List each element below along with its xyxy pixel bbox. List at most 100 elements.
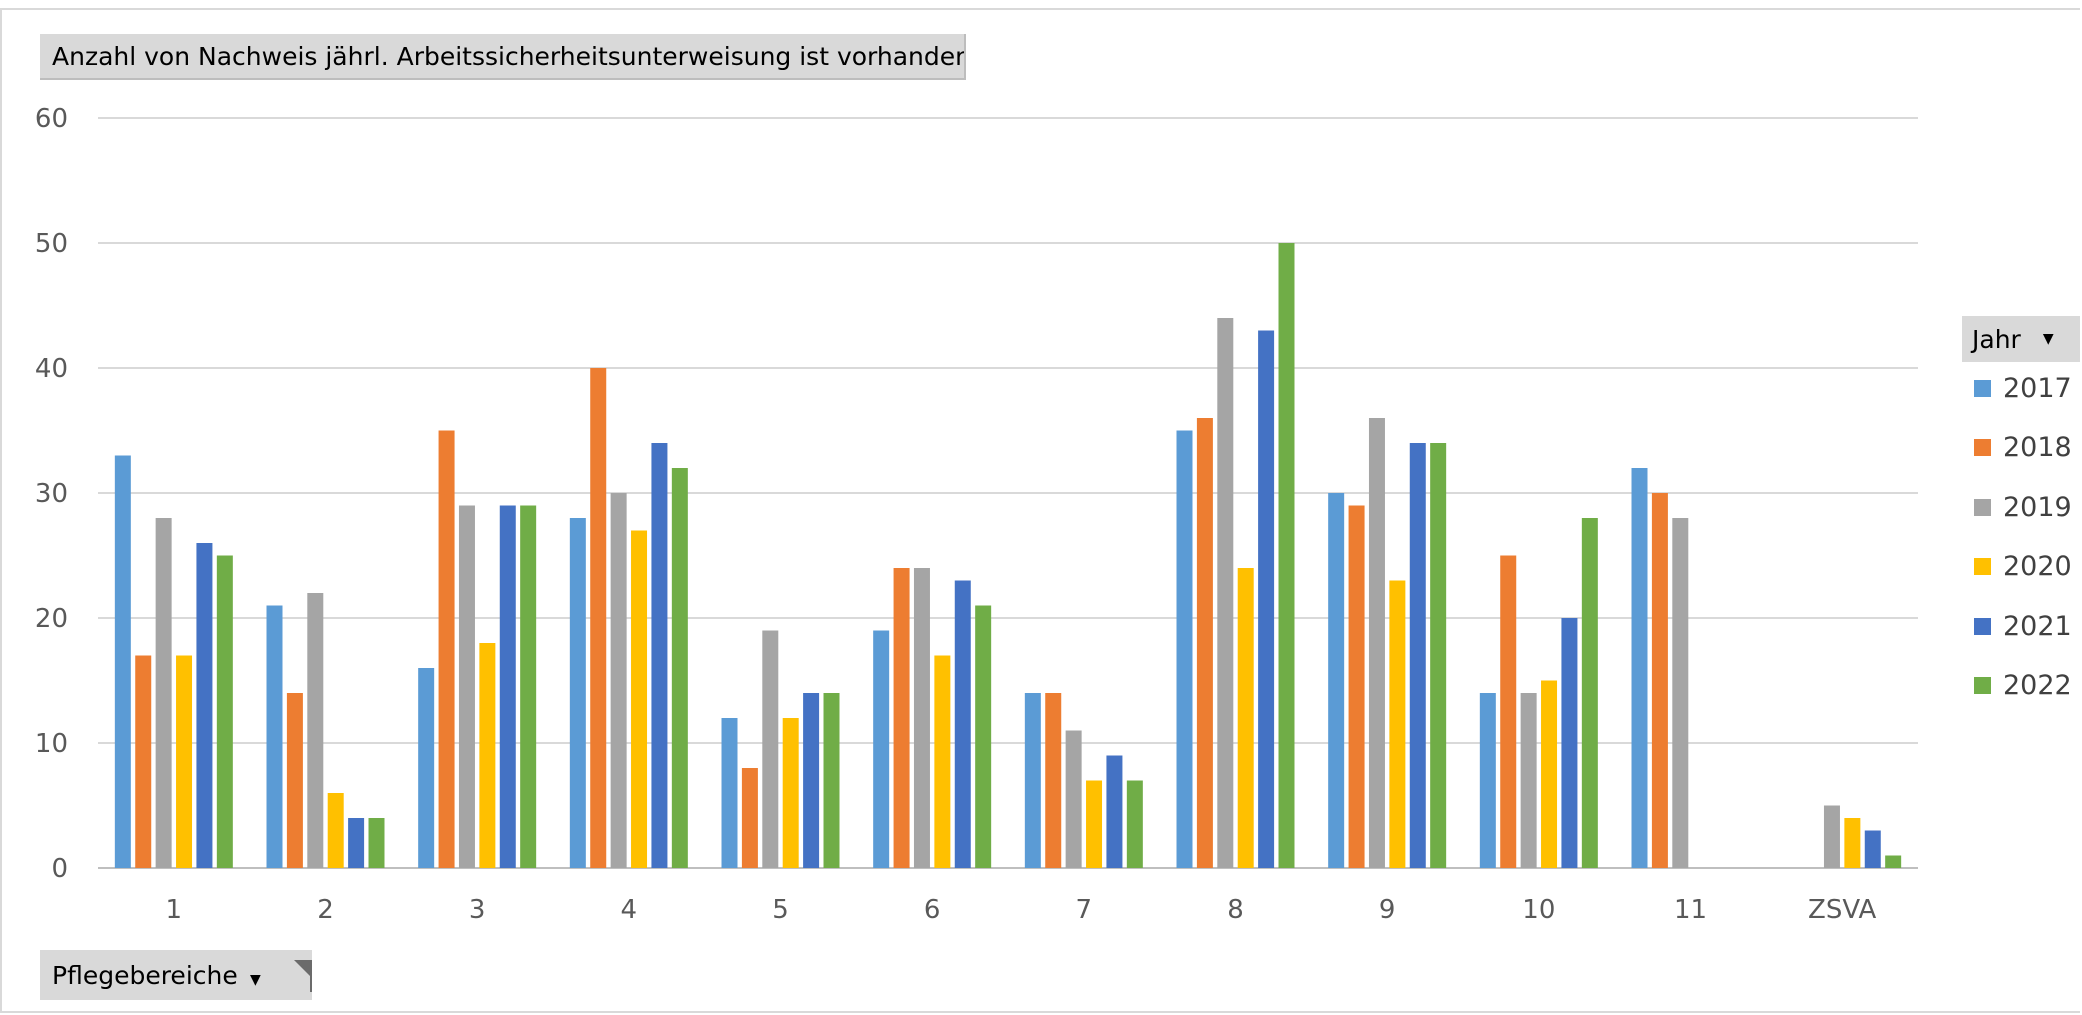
bar-2021-9[interactable]: [1409, 443, 1426, 868]
bar-2022-4[interactable]: [671, 468, 688, 868]
bar-2019-9[interactable]: [1368, 418, 1385, 868]
bar-2018-10[interactable]: [1500, 555, 1517, 869]
bar-2021-1[interactable]: [196, 543, 213, 868]
bar-2019-ZSVA[interactable]: [1823, 805, 1840, 869]
legend-item-2020[interactable]: 2020: [1974, 549, 2072, 585]
bar-2018-7[interactable]: [1045, 693, 1062, 868]
dropdown-arrow-icon[interactable]: ▼: [250, 972, 261, 988]
bar-2019-2[interactable]: [307, 593, 324, 868]
filter-funnel-icon[interactable]: [292, 958, 312, 994]
bar-2021-4[interactable]: [651, 443, 668, 868]
bar-2021-5[interactable]: [803, 693, 820, 868]
dropdown-arrow-icon[interactable]: ▼: [2042, 331, 2054, 347]
bar-2020-9[interactable]: [1389, 580, 1406, 869]
bar-2017-11[interactable]: [1631, 468, 1648, 868]
bar-2021-2[interactable]: [348, 818, 365, 868]
bar-2022-9[interactable]: [1430, 443, 1447, 868]
bar-2022-8[interactable]: [1278, 243, 1295, 868]
x-tick-label: 4: [621, 895, 638, 925]
legend-item-2017[interactable]: 2017: [1974, 370, 2072, 406]
bar-2017-6[interactable]: [873, 630, 890, 869]
bar-2021-7[interactable]: [1106, 755, 1123, 869]
bar-2019-5[interactable]: [762, 630, 779, 869]
bar-2019-6[interactable]: [913, 568, 930, 868]
legend-field-button-jahr[interactable]: Jahr ▼: [1962, 316, 2080, 362]
bar-2017-3[interactable]: [418, 668, 435, 868]
bar-2017-10[interactable]: [1479, 693, 1496, 868]
legend-item-2021[interactable]: 2021: [1974, 608, 2072, 644]
bar-2017-2[interactable]: [266, 605, 283, 869]
legend-label: 2017: [2003, 372, 2072, 404]
bar-2018-2[interactable]: [286, 693, 303, 868]
bar-2018-4[interactable]: [590, 368, 607, 868]
x-tick-label: 5: [772, 895, 789, 925]
y-tick-label: 40: [35, 354, 68, 384]
x-tick-label: 1: [166, 895, 183, 925]
bar-2018-3[interactable]: [438, 430, 455, 869]
bar-2018-6[interactable]: [893, 568, 910, 868]
bar-2017-7[interactable]: [1024, 693, 1041, 868]
x-tick-label: 6: [924, 895, 941, 925]
legend-label: 2022: [2003, 670, 2072, 701]
bar-2021-10[interactable]: [1561, 618, 1578, 868]
bar-2017-9[interactable]: [1328, 493, 1345, 868]
bar-2018-8[interactable]: [1196, 418, 1213, 868]
bar-2022-10[interactable]: [1581, 518, 1598, 868]
bar-2019-4[interactable]: [610, 493, 627, 868]
bar-2021-ZSVA[interactable]: [1864, 830, 1881, 869]
legend-item-2022[interactable]: 2022: [1974, 668, 2072, 704]
bar-2022-5[interactable]: [823, 693, 840, 868]
bar-2019-3[interactable]: [458, 505, 475, 869]
bar-2022-3[interactable]: [520, 505, 537, 869]
bar-2019-11[interactable]: [1672, 518, 1689, 868]
bar-2018-9[interactable]: [1348, 505, 1365, 869]
value-field-button[interactable]: Anzahl von Nachweis jährl. Arbeitssicher…: [40, 34, 966, 80]
bar-2021-8[interactable]: [1258, 330, 1275, 869]
chart-frame: [0, 8, 2080, 1013]
legend-swatch: [1974, 677, 1991, 694]
legend-item-2019[interactable]: 2019: [1974, 489, 2072, 525]
bar-2022-7[interactable]: [1126, 780, 1143, 869]
bar-2020-6[interactable]: [934, 655, 951, 869]
axis-field-button-pflegebereiche[interactable]: Pflegebereiche ▼: [40, 950, 312, 1000]
bar-2019-7[interactable]: [1065, 730, 1082, 869]
bar-2017-1[interactable]: [114, 455, 131, 869]
legend-swatch: [1974, 498, 1991, 516]
bar-2018-5[interactable]: [741, 768, 758, 868]
bar-2022-ZSVA[interactable]: [1885, 855, 1902, 869]
bar-2021-3[interactable]: [499, 505, 516, 869]
legend-label: 2019: [2003, 491, 2072, 523]
bar-2017-8[interactable]: [1176, 430, 1193, 869]
bar-2020-2[interactable]: [327, 793, 344, 868]
y-tick-label: 20: [35, 604, 68, 634]
bar-2022-6[interactable]: [975, 605, 992, 869]
bar-2020-1[interactable]: [176, 655, 193, 869]
bar-2022-2[interactable]: [368, 818, 385, 868]
bar-2017-4[interactable]: [569, 518, 586, 868]
x-tick-label: 11: [1674, 895, 1707, 925]
bar-2019-8[interactable]: [1217, 318, 1234, 868]
legend-item-2018[interactable]: 2018: [1974, 430, 2072, 466]
bar-2020-8[interactable]: [1237, 568, 1254, 868]
bar-2020-4[interactable]: [631, 530, 648, 869]
bar-2020-5[interactable]: [782, 718, 799, 868]
x-tick-label: 8: [1227, 895, 1244, 925]
bar-2022-1[interactable]: [216, 555, 233, 869]
bar-2018-11[interactable]: [1651, 493, 1668, 868]
legend-field-label: Jahr: [1972, 324, 2021, 354]
x-tick-label: 10: [1522, 895, 1555, 925]
bar-2020-3[interactable]: [479, 643, 496, 868]
y-tick-label: 30: [35, 479, 68, 509]
bar-2019-1[interactable]: [155, 518, 172, 868]
bar-2019-10[interactable]: [1520, 693, 1537, 868]
bar-2020-ZSVA[interactable]: [1844, 818, 1861, 868]
x-tick-label: 3: [469, 895, 486, 925]
bar-2017-5[interactable]: [721, 718, 738, 868]
bar-2020-10[interactable]: [1541, 680, 1558, 869]
bar-2018-1[interactable]: [135, 655, 152, 869]
bar-2020-7[interactable]: [1086, 780, 1103, 869]
legend-swatch: [1974, 439, 1991, 456]
x-tick-label: 7: [1076, 895, 1093, 925]
bar-2021-6[interactable]: [954, 580, 971, 869]
